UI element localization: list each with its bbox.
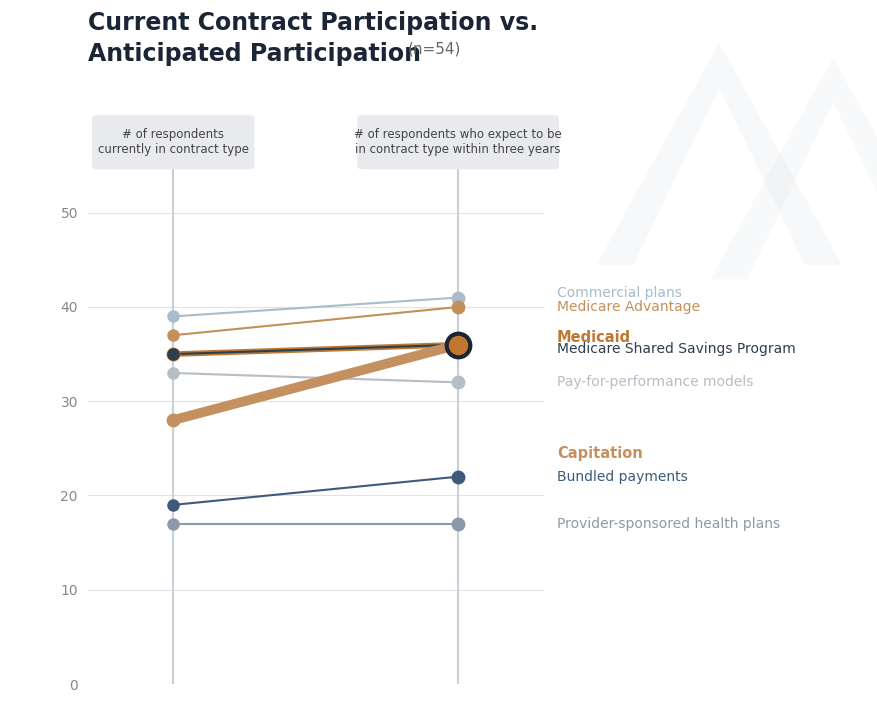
Polygon shape (710, 58, 877, 279)
Text: Medicare Advantage: Medicare Advantage (557, 300, 700, 314)
Text: # of respondents
currently in contract type: # of respondents currently in contract t… (97, 128, 249, 156)
Text: Current Contract Participation vs.: Current Contract Participation vs. (88, 11, 538, 35)
Text: (n=54): (n=54) (408, 42, 461, 57)
Text: Commercial plans: Commercial plans (557, 286, 681, 300)
Polygon shape (596, 43, 842, 265)
Text: Anticipated Participation: Anticipated Participation (88, 42, 421, 66)
Text: Capitation: Capitation (557, 446, 643, 461)
Text: Provider-sponsored health plans: Provider-sponsored health plans (557, 517, 780, 531)
Text: Pay-for-performance models: Pay-for-performance models (557, 375, 753, 390)
Text: Medicaid: Medicaid (557, 330, 631, 345)
Text: Bundled payments: Bundled payments (557, 469, 688, 484)
Text: Medicare Shared Savings Program: Medicare Shared Savings Program (557, 343, 795, 356)
Text: # of respondents who expect to be
in contract type within three years: # of respondents who expect to be in con… (354, 128, 562, 156)
